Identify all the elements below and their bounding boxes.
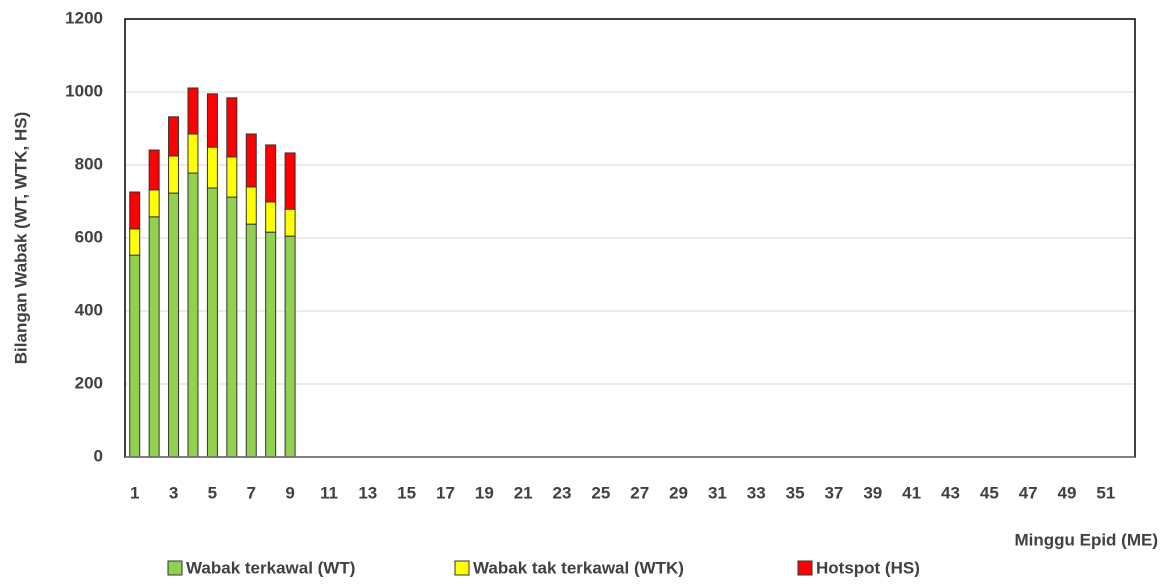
x-tick-label: 23 — [553, 483, 572, 502]
x-tick-label: 1 — [130, 483, 139, 502]
x-tick-label: 3 — [169, 483, 178, 502]
bar-segment — [187, 87, 199, 135]
x-tick-label: 51 — [1096, 483, 1115, 502]
bar-segment — [284, 152, 296, 210]
legend-label: Wabak terkawal (WT) — [186, 558, 355, 577]
bar-segment — [129, 254, 141, 458]
y-tick-label: 600 — [75, 227, 103, 246]
x-tick-label: 35 — [786, 483, 805, 502]
bar-segment — [129, 191, 141, 230]
y-axis-title: Bilangan Wabak (WT, WTK, HS) — [11, 112, 30, 364]
bar-segment — [245, 223, 257, 458]
x-tick-label: 19 — [475, 483, 494, 502]
bar-segment — [129, 228, 141, 256]
legend-swatch — [454, 560, 470, 576]
y-tick-label: 400 — [75, 300, 103, 319]
bar-segment — [168, 155, 180, 194]
bar-segment — [265, 231, 277, 458]
bar-segment — [206, 93, 218, 148]
x-tick-label: 31 — [708, 483, 727, 502]
bar-segment — [284, 208, 296, 237]
bar-segment — [187, 133, 199, 174]
x-tick-label: 43 — [941, 483, 960, 502]
x-tick-label: 49 — [1058, 483, 1077, 502]
y-tick-label: 0 — [94, 446, 103, 465]
x-tick-label: 9 — [285, 483, 294, 502]
y-tick-label: 1200 — [65, 8, 103, 27]
bar-segment — [148, 216, 160, 458]
x-tick-label: 21 — [514, 483, 533, 502]
bar-segment — [206, 146, 218, 189]
bar-segment — [284, 235, 296, 458]
bar-segment — [245, 186, 257, 225]
bar-segment — [226, 97, 238, 158]
x-tick-label: 7 — [247, 483, 256, 502]
legend-swatch — [167, 560, 183, 576]
y-tick-label: 1000 — [65, 81, 103, 100]
bar-segment — [206, 187, 218, 458]
bar-segment — [168, 192, 180, 458]
y-tick-label: 200 — [75, 373, 103, 392]
x-tick-label: 45 — [980, 483, 999, 502]
x-tick-label: 27 — [630, 483, 649, 502]
x-tick-label: 11 — [320, 483, 338, 502]
x-axis-title: Minggu Epid (ME) — [1014, 530, 1158, 549]
bar-segment — [265, 144, 277, 203]
bar-segment — [265, 201, 277, 233]
x-tick-label: 47 — [1019, 483, 1038, 502]
legend-label: Hotspot (HS) — [816, 558, 920, 577]
bar-segment — [226, 156, 238, 198]
x-tick-label: 5 — [208, 483, 217, 502]
x-tick-label: 15 — [397, 483, 416, 502]
x-tick-label: 41 — [902, 483, 921, 502]
x-tick-label: 17 — [436, 483, 455, 502]
bar-segment — [148, 149, 160, 191]
bar-segment — [148, 189, 160, 218]
y-tick-label: 800 — [75, 154, 103, 173]
x-tick-label: 39 — [863, 483, 882, 502]
x-tick-label: 33 — [747, 483, 766, 502]
x-tick-label: 37 — [824, 483, 843, 502]
x-tick-label: 25 — [591, 483, 610, 502]
x-tick-label: 13 — [358, 483, 377, 502]
x-tick-label: 29 — [669, 483, 688, 502]
bar-segment — [245, 133, 257, 188]
bar-segment — [226, 196, 238, 458]
legend-swatch — [797, 560, 813, 576]
legend-label: Wabak tak terkawal (WTK) — [473, 558, 684, 577]
bar-segment — [187, 172, 199, 458]
bar-segment — [168, 116, 180, 157]
